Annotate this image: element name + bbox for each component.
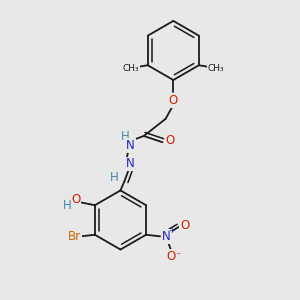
Text: O: O [169,94,178,107]
Text: H: H [62,199,71,212]
Text: +: + [168,226,175,235]
Text: CH₃: CH₃ [122,64,139,73]
Text: Br: Br [68,230,81,243]
Text: N: N [126,158,135,170]
Text: O: O [180,219,190,232]
Text: H: H [121,130,130,143]
Text: H: H [110,172,118,184]
Text: N: N [162,230,171,243]
Text: CH₃: CH₃ [208,64,224,73]
Text: O: O [166,134,175,147]
Text: O: O [166,250,176,263]
Text: ⁻: ⁻ [175,251,180,261]
Text: O: O [71,193,80,206]
Text: N: N [126,139,135,152]
